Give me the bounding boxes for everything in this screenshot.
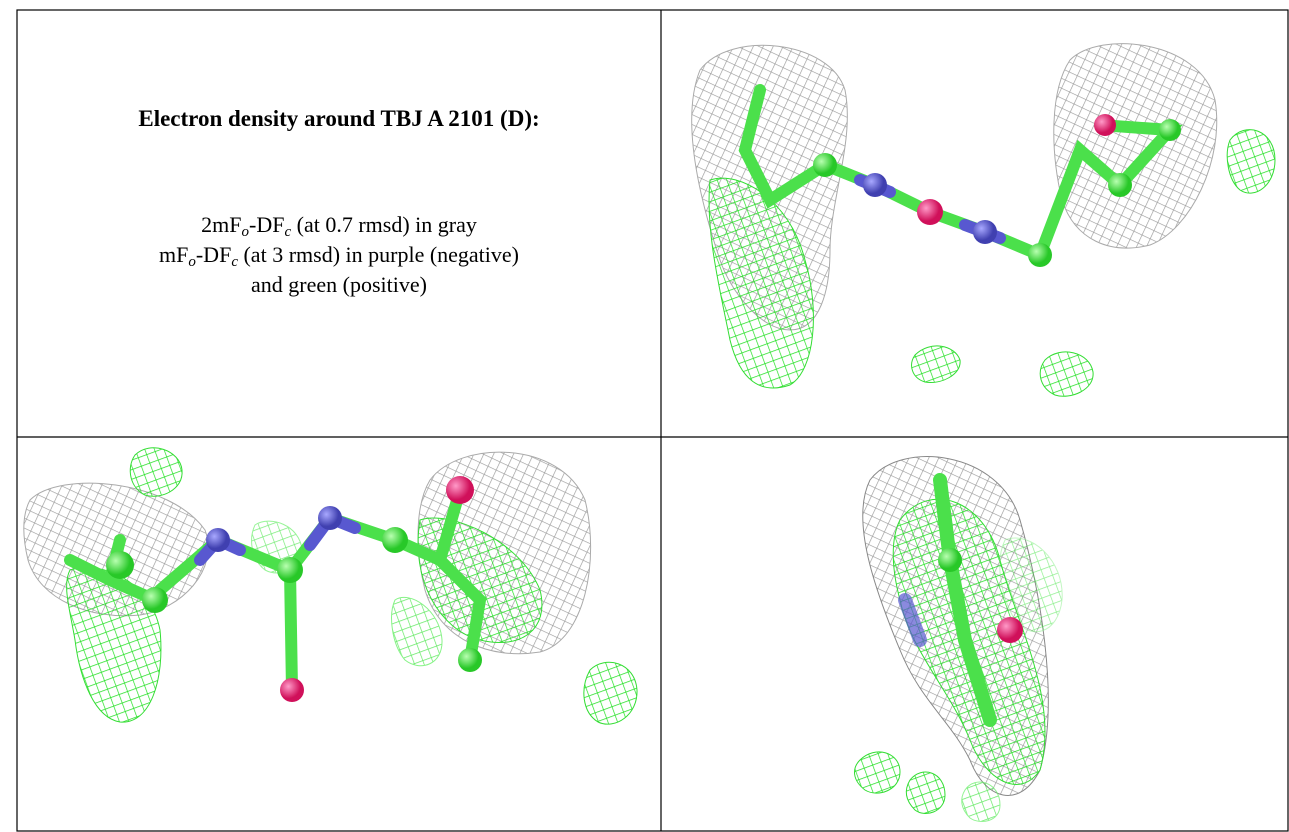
caption-line: and green (positive) bbox=[17, 270, 661, 300]
text-run: -DF bbox=[249, 212, 285, 237]
subscript: c bbox=[231, 254, 238, 270]
text-run: and green (positive) bbox=[251, 272, 427, 297]
density-view-3 bbox=[854, 456, 1063, 822]
subscript: c bbox=[284, 224, 292, 240]
density-view-2 bbox=[23, 447, 638, 725]
subscript: o bbox=[241, 224, 250, 240]
text-run: mF bbox=[159, 242, 189, 267]
text-run: -DF bbox=[195, 242, 232, 267]
density-view-1 bbox=[691, 43, 1276, 397]
table-borders bbox=[16, 9, 1289, 832]
subscript: o bbox=[188, 254, 196, 270]
text-run: 2mF bbox=[201, 212, 242, 237]
caption-title: Electron density around TBJ A 2101 (D): bbox=[138, 106, 540, 131]
caption-line: 2mFo-DFc (at 0.7 rmsd) in gray bbox=[17, 210, 661, 240]
caption-lines: 2mFo-DFc (at 0.7 rmsd) in gray mFo-DFc (a… bbox=[17, 210, 661, 300]
text-run: (at 0.7 rmsd) in gray bbox=[291, 212, 477, 237]
text-run: (at 3 rmsd) in purple (negative) bbox=[237, 242, 519, 267]
caption-line: mFo-DFc (at 3 rmsd) in purple (negative) bbox=[17, 240, 661, 270]
caption-cell: Electron density around TBJ A 2101 (D): … bbox=[17, 10, 661, 437]
